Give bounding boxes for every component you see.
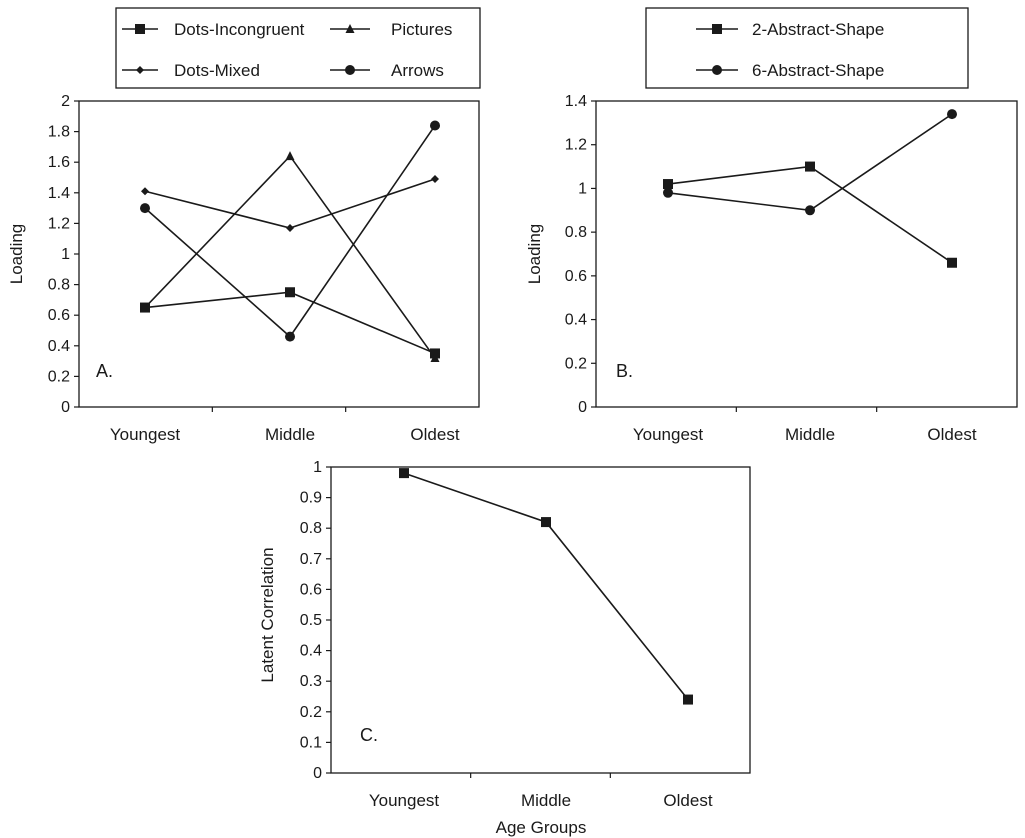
y-tick-label: 0.3 — [300, 673, 322, 690]
y-tick-label: 0.2 — [48, 368, 70, 385]
y-tick-label: 1.2 — [48, 215, 70, 232]
x-axis-label: Age Groups — [496, 818, 587, 837]
y-tick-label: 0 — [61, 399, 70, 416]
y-tick-label: 1 — [313, 459, 322, 476]
x-tick-label: Oldest — [663, 791, 712, 810]
data-point-triangle — [430, 353, 440, 363]
data-point-triangle — [140, 302, 150, 312]
data-point-square — [399, 468, 409, 479]
series-line-pictures — [144, 154, 436, 359]
legend-swatch-triangle — [345, 24, 355, 33]
panel-label: A. — [96, 361, 113, 381]
data-point-square — [805, 161, 815, 172]
x-tick-label: Youngest — [110, 425, 181, 444]
y-tick-label: 1.4 — [565, 93, 587, 110]
y-tick-label: 0.5 — [300, 612, 322, 629]
series-line-dots-incongruent — [144, 291, 436, 355]
y-tick-label: 0.6 — [48, 307, 70, 324]
y-tick-label: 0.4 — [48, 338, 70, 355]
data-point-circle — [663, 187, 673, 198]
x-tick-label: Youngest — [633, 425, 704, 444]
panel-label: B. — [616, 361, 633, 381]
data-point-square — [663, 179, 673, 190]
y-tick-label: 1.6 — [48, 154, 70, 171]
data-point-diamond — [431, 175, 439, 184]
legend-box — [645, 7, 969, 89]
legend: 2-Abstract-Shape 6-Abstract-Shape — [645, 7, 969, 89]
y-tick-label: 0.8 — [565, 224, 587, 241]
y-tick-label: 0.6 — [565, 268, 587, 285]
y-tick-label: 2 — [61, 93, 70, 110]
x-tick-label: Oldest — [927, 425, 976, 444]
data-point-circle — [285, 331, 295, 342]
y-tick-label: 0.2 — [565, 355, 587, 372]
plot-area-frame — [595, 100, 1018, 408]
y-tick-label: 0.8 — [300, 520, 322, 537]
data-point-circle — [430, 120, 440, 131]
y-tick-label: 0 — [578, 399, 587, 416]
data-point-circle — [805, 205, 815, 216]
x-tick-label: Youngest — [369, 791, 440, 810]
x-tick-label: Middle — [785, 425, 835, 444]
chart-panel-2: 0 0.2 0.4 0.6 0.8 1 1.2 1.4 Youngest Middle Oldest… — [525, 7, 1018, 444]
y-tick-label: 1.2 — [565, 137, 587, 154]
plot-area-frame — [330, 466, 751, 774]
legend-swatch-diamond — [136, 66, 144, 74]
y-tick-label: 0.8 — [48, 277, 70, 294]
y-tick-label: 0.9 — [300, 490, 322, 507]
legend-swatch-circle — [712, 65, 722, 75]
y-axis-label: Loading — [7, 224, 26, 285]
y-tick-label: 1 — [61, 246, 70, 263]
legend-entry-label: Pictures — [391, 20, 452, 39]
legend-entry-label: Dots-Mixed — [174, 61, 260, 80]
data-point-square — [285, 287, 295, 298]
legend: Dots-Incongruent Pictures Dots-Mixed Arrows — [115, 7, 481, 89]
data-point-diamond — [141, 187, 149, 196]
y-tick-label: 1 — [578, 180, 587, 197]
x-tick-label: Middle — [521, 791, 571, 810]
legend-swatch-square — [135, 24, 145, 34]
legend-entry-label: 2-Abstract-Shape — [752, 20, 884, 39]
y-tick-label: 0.1 — [300, 734, 322, 751]
y-tick-label: 1.4 — [48, 185, 70, 202]
data-point-square — [947, 257, 957, 268]
legend-box — [115, 7, 481, 89]
data-point-square — [683, 694, 693, 705]
chart-panel-1: 0 0.2 0.4 0.6 0.8 1 1.2 1.4 1.6 1.8 2 Youngest Middl… — [7, 7, 481, 444]
data-point-triangle — [285, 151, 295, 161]
chart-panel-3: 0 0.1 0.2 0.3 0.4 0.5 0.6 0.7 0.8 0.9 1 Youngest Mid… — [258, 459, 751, 837]
x-tick-label: Oldest — [410, 425, 459, 444]
plot-area-frame — [78, 100, 480, 408]
y-axis-label: Latent Correlation — [258, 547, 277, 682]
data-point-circle — [947, 109, 957, 120]
legend-entry-label: Dots-Incongruent — [174, 20, 305, 39]
y-tick-label: 0 — [313, 765, 322, 782]
data-point-diamond — [286, 223, 294, 232]
y-tick-label: 0.4 — [300, 643, 322, 660]
y-tick-label: 1.8 — [48, 124, 70, 141]
y-tick-label: 0.4 — [565, 312, 587, 329]
data-point-square — [541, 517, 551, 528]
legend-entry-label: Arrows — [391, 61, 444, 80]
y-tick-label: 0.2 — [300, 704, 322, 721]
y-tick-label: 0.6 — [300, 581, 322, 598]
panel-label: C. — [360, 725, 378, 745]
legend-swatch-square — [712, 24, 722, 34]
legend-entry-label: 6-Abstract-Shape — [752, 61, 884, 80]
series-line-dots-mixed — [144, 178, 436, 229]
y-axis-label: Loading — [525, 224, 544, 285]
y-tick-label: 0.7 — [300, 551, 322, 568]
series-line-correlation — [403, 472, 689, 701]
x-tick-label: Middle — [265, 425, 315, 444]
data-point-circle — [140, 203, 150, 214]
legend-swatch-circle — [345, 65, 355, 75]
